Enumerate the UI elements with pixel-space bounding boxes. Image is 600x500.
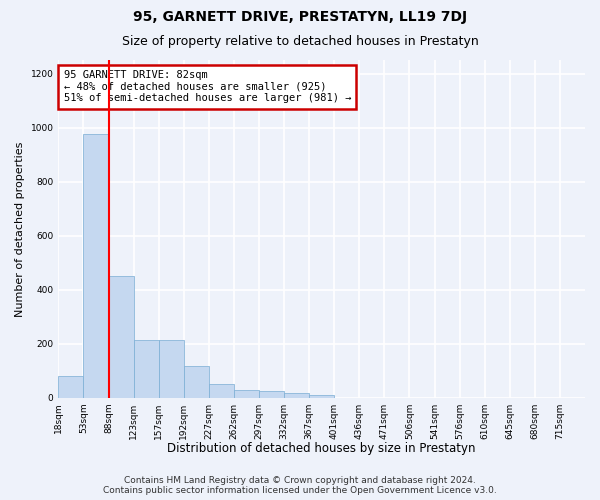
Bar bbox=[134, 340, 159, 398]
Bar bbox=[83, 134, 109, 398]
Text: 95, GARNETT DRIVE, PRESTATYN, LL19 7DJ: 95, GARNETT DRIVE, PRESTATYN, LL19 7DJ bbox=[133, 10, 467, 24]
Text: 95 GARNETT DRIVE: 82sqm
← 48% of detached houses are smaller (925)
51% of semi-d: 95 GARNETT DRIVE: 82sqm ← 48% of detache… bbox=[64, 70, 351, 103]
Bar bbox=[259, 391, 284, 398]
Bar bbox=[284, 392, 309, 398]
Bar bbox=[209, 384, 234, 398]
Bar bbox=[309, 394, 334, 398]
Text: Contains HM Land Registry data © Crown copyright and database right 2024.
Contai: Contains HM Land Registry data © Crown c… bbox=[103, 476, 497, 495]
Bar bbox=[159, 340, 184, 398]
X-axis label: Distribution of detached houses by size in Prestatyn: Distribution of detached houses by size … bbox=[167, 442, 476, 455]
Y-axis label: Number of detached properties: Number of detached properties bbox=[15, 142, 25, 316]
Bar bbox=[58, 376, 83, 398]
Bar bbox=[184, 366, 209, 398]
Bar bbox=[109, 276, 134, 398]
Bar bbox=[234, 390, 259, 398]
Text: Size of property relative to detached houses in Prestatyn: Size of property relative to detached ho… bbox=[122, 35, 478, 48]
